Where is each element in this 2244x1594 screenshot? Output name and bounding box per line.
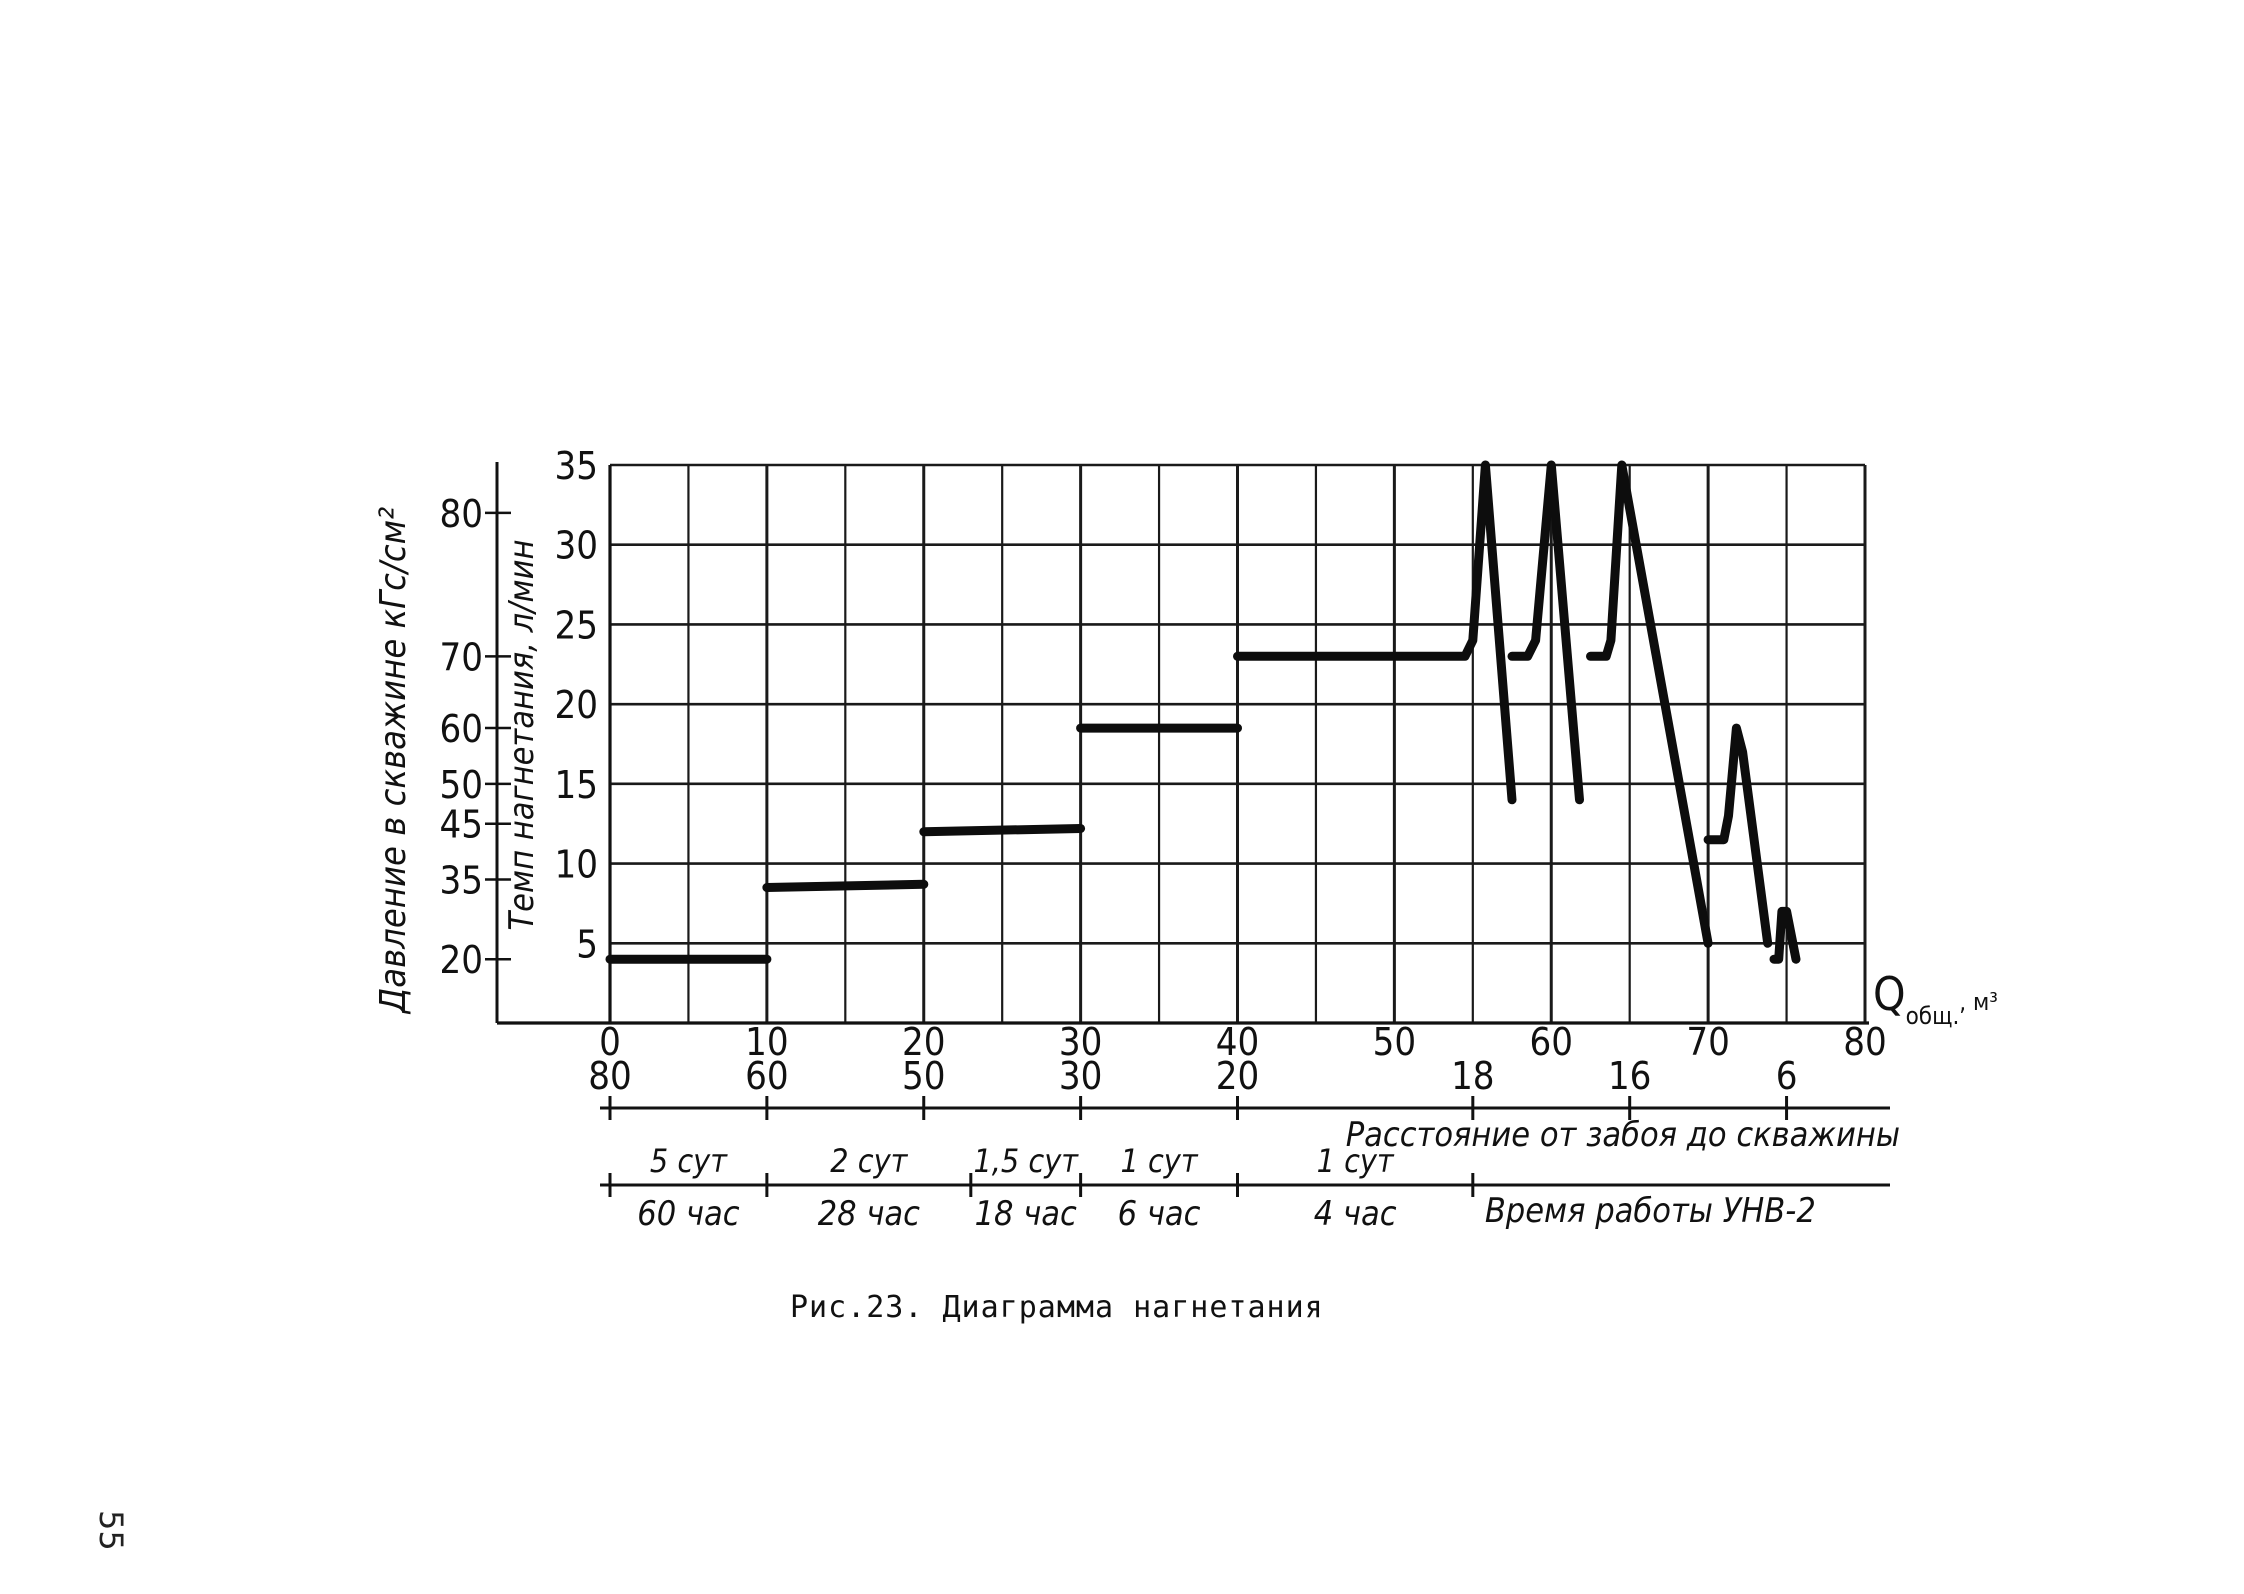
period-hours-label: 60 час [637, 1194, 739, 1234]
injection-rate-line [1233, 460, 1517, 805]
pressure-axis-title: Давление в скважине кГс/см² [373, 507, 414, 1015]
pressure-tick-label: 45 [440, 803, 484, 847]
data-series [605, 460, 1801, 964]
rate-tick-label: 5 [576, 922, 598, 966]
distance-tick-label: 60 [745, 1054, 789, 1098]
injection-rate-line [1769, 906, 1801, 964]
rate-axis-title: Темп нагнетания, л/мин [502, 539, 542, 930]
injection-rate-line [1703, 723, 1773, 948]
rate-tick-label: 30 [555, 524, 599, 568]
x-axis-label: Qобщ., м³ [1873, 967, 1998, 1030]
pressure-tick-label: 60 [440, 707, 484, 751]
x-tick-label: 40 [1216, 1020, 1260, 1064]
period-days-label: 1 сут [1317, 1142, 1395, 1180]
x-tick-label: 60 [1530, 1020, 1574, 1064]
distance-tick-label: 50 [902, 1054, 946, 1098]
rate-tick-label: 35 [555, 444, 599, 488]
period-days-label: 2 сут [830, 1142, 908, 1180]
period-hours-label: 28 час [818, 1194, 920, 1234]
figure-caption: Рис.23. Диаграмма нагнетания [790, 1290, 1324, 1325]
period-days-label: 1 сут [1121, 1142, 1199, 1180]
period-hours-label: 18 час [975, 1194, 1077, 1234]
time-scale-title: Время работы УНВ-2 [1485, 1191, 1816, 1231]
rate-tick-label: 20 [555, 683, 599, 727]
x-tick-label: 20 [902, 1020, 946, 1064]
rate-tick-label: 10 [555, 843, 599, 887]
x-tick-label: 80 [1843, 1020, 1887, 1064]
plot-grid [608, 463, 1867, 1023]
period-hours-label: 6 час [1118, 1194, 1201, 1234]
x-tick-label: 10 [745, 1020, 789, 1064]
period-days-label: 5 сут [650, 1142, 728, 1180]
pressure-tick-label: 50 [440, 763, 484, 807]
chart-axes [485, 462, 1869, 1025]
rate-tick-label: 15 [555, 763, 599, 807]
distance-tick-label: 30 [1059, 1054, 1103, 1098]
period-days-label: 1,5 сут [973, 1142, 1079, 1180]
distance-tick-label: 20 [1216, 1054, 1260, 1098]
x-tick-label: 50 [1373, 1020, 1417, 1064]
page-number: 55 [92, 1510, 130, 1551]
period-hours-label: 4 час [1314, 1194, 1397, 1234]
injection-rate-line [1507, 460, 1584, 805]
injection-rate-line [1586, 460, 1713, 948]
x-tick-label: 0 [599, 1020, 621, 1064]
pressure-tick-label: 35 [440, 859, 484, 903]
pressure-tick-label: 20 [440, 938, 484, 982]
x-tick-label: 70 [1686, 1020, 1730, 1064]
distance-tick-label: 6 [1776, 1054, 1798, 1098]
injection-rate-line [919, 824, 1086, 837]
pressure-tick-label: 70 [440, 635, 484, 679]
distance-scale-title: Расстояние от забоя до скважины [1346, 1115, 1900, 1155]
distance-tick-label: 80 [588, 1054, 632, 1098]
rate-tick-label: 25 [555, 603, 599, 647]
distance-tick-label: 18 [1451, 1054, 1495, 1098]
distance-tick-label: 16 [1608, 1054, 1652, 1098]
pressure-tick-label: 80 [440, 492, 484, 536]
bottom-scales: 80 60 50 30 20 18 16 6 Расстояние от забоя до ск… [588, 1054, 1900, 1234]
injection-rate-line [762, 879, 929, 892]
x-tick-label: 30 [1059, 1020, 1103, 1064]
